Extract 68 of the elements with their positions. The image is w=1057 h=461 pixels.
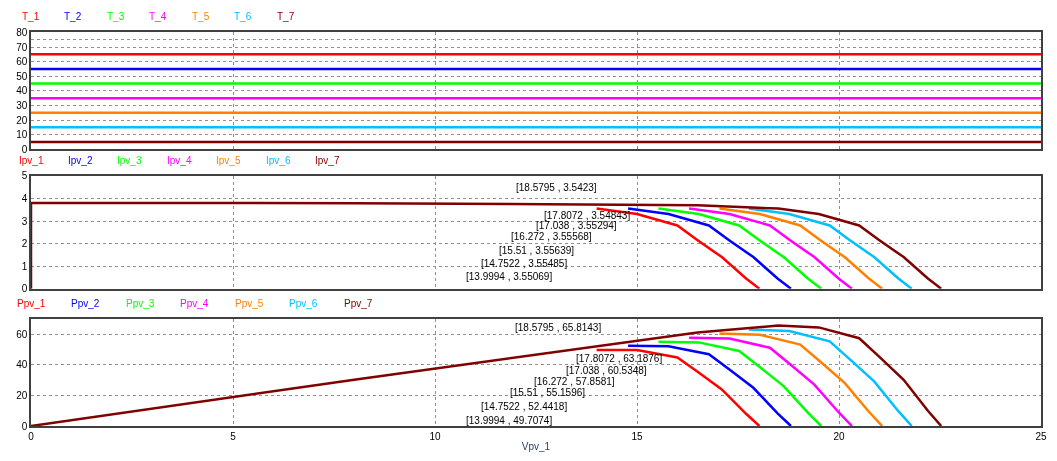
- y-tick-label: 40: [16, 85, 28, 97]
- x-tick-label: 15: [631, 430, 643, 442]
- y-tick-label: 80: [16, 26, 28, 38]
- y-tick-label: 60: [16, 56, 28, 68]
- text: Ipv_7: [315, 155, 340, 166]
- line-series: [747, 207, 913, 289]
- text: T_3: [107, 11, 125, 22]
- text: Ipv_5: [216, 155, 241, 166]
- annotation: [15.51 , 55.1596]: [510, 387, 586, 398]
- y-tick-label: 5: [21, 170, 28, 182]
- line-series: [718, 332, 884, 426]
- annotation: [13.9994 , 49.7074]: [466, 415, 553, 426]
- text: Ipv_4: [167, 155, 192, 166]
- annotation: [18.5795 , 65.8143]: [515, 322, 602, 333]
- text: Ipv_3: [117, 155, 142, 166]
- x-tick-label: 5: [230, 430, 237, 442]
- annotation: [16.272 , 57.8581]: [534, 376, 615, 387]
- annotation: [14.7522 , 52.4418]: [481, 401, 568, 412]
- line-series: [31, 201, 943, 289]
- text: T_4: [149, 11, 167, 22]
- annotation: [17.8072 , 3.54843]: [544, 210, 631, 221]
- y-tick-label: 20: [16, 389, 28, 401]
- annotation: [18.5795 , 3.5423]: [516, 182, 597, 193]
- text: T_1: [22, 11, 40, 22]
- text: Ppv_2: [71, 298, 100, 309]
- text: Ipv_2: [68, 155, 93, 166]
- annotation: [14.7522 , 3.55485]: [481, 258, 568, 269]
- y-tick-label: 40: [16, 359, 28, 371]
- text: T_5: [192, 11, 210, 22]
- y-tick-label: 0: [21, 143, 28, 155]
- y-tick-label: 2: [21, 238, 28, 250]
- text: Ppv_6: [289, 298, 318, 309]
- annotation: [17.8072 , 63.1876]: [576, 353, 663, 364]
- x-tick-label: 25: [1035, 430, 1047, 442]
- y-tick-label: 70: [16, 41, 28, 53]
- line-series: [687, 207, 854, 289]
- y-tick-label: 0: [21, 420, 28, 432]
- text: Ppv_4: [180, 298, 209, 309]
- x-tick-label: 20: [833, 430, 845, 442]
- line-series: [718, 207, 884, 289]
- y-tick-label: 30: [16, 99, 28, 111]
- x-tick-label: 10: [429, 430, 441, 442]
- annotation: [15.51 , 3.55639]: [499, 245, 575, 256]
- text: Ipv_6: [266, 155, 291, 166]
- line-series: [747, 328, 913, 426]
- y-tick-label: 3: [21, 215, 28, 227]
- text: Ppv_5: [235, 298, 264, 309]
- y-tick-label: 0: [21, 283, 28, 295]
- text: T_6: [234, 11, 252, 22]
- text: Ipv_1: [19, 155, 44, 166]
- line-series: [657, 207, 823, 289]
- y-tick-label: 10: [16, 129, 28, 141]
- y-tick-label: 1: [21, 260, 28, 272]
- text: T_2: [64, 11, 82, 22]
- y-tick-label: 4: [21, 192, 28, 204]
- x-axis-title: Vpv_1: [521, 440, 551, 452]
- y-tick-label: 50: [16, 70, 28, 82]
- annotation: [13.9994 , 3.55069]: [466, 271, 553, 282]
- y-tick-label: 60: [16, 328, 28, 340]
- annotation: [17.038 , 60.5348]: [566, 365, 647, 376]
- text: T_7: [277, 11, 295, 22]
- line-series: [687, 336, 854, 426]
- line-series: [31, 324, 943, 426]
- text: Ppv_3: [126, 298, 155, 309]
- y-tick-label: 20: [16, 114, 28, 126]
- annotation: [16.272 , 3.55568]: [511, 231, 592, 242]
- text: Ppv_7: [344, 298, 373, 309]
- text: Ppv_1: [17, 298, 46, 309]
